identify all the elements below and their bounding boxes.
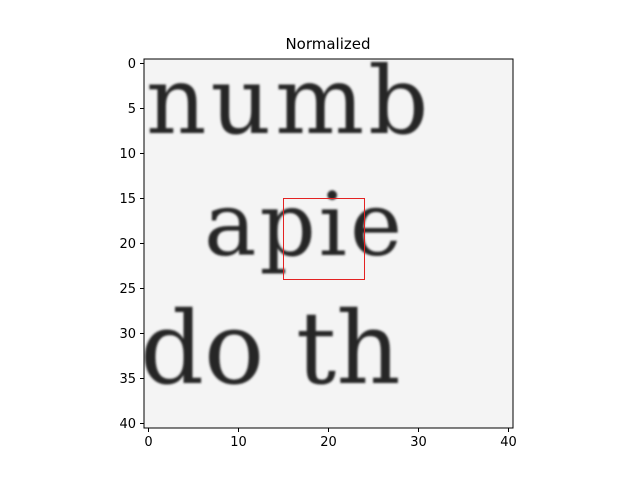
y-tick-label: 35 (119, 372, 136, 387)
y-tick-label: 40 (119, 417, 136, 432)
x-tick-label: 20 (320, 435, 337, 450)
x-tick-label: 30 (410, 435, 427, 450)
x-tick-label: 40 (500, 435, 517, 450)
y-tick-label: 10 (119, 147, 136, 162)
y-tick-label: 0 (128, 57, 136, 72)
chart-title: Normalized (285, 35, 370, 53)
x-tick-label: 0 (144, 435, 152, 450)
x-tick-label: 10 (230, 435, 247, 450)
image-text-line: apie (204, 173, 405, 276)
y-tick-label: 20 (119, 237, 136, 252)
image-area: numb apie do th (140, 47, 513, 428)
image-text-line: numb (146, 47, 432, 156)
x-axis: 0 10 20 30 40 (144, 428, 516, 450)
y-tick-label: 5 (128, 102, 136, 117)
y-tick-label: 15 (119, 192, 136, 207)
y-axis: 0 5 10 15 20 25 30 35 40 (119, 57, 144, 432)
y-tick-label: 30 (119, 327, 136, 342)
y-tick-label: 25 (119, 282, 136, 297)
image-text-line: do th (140, 290, 401, 407)
